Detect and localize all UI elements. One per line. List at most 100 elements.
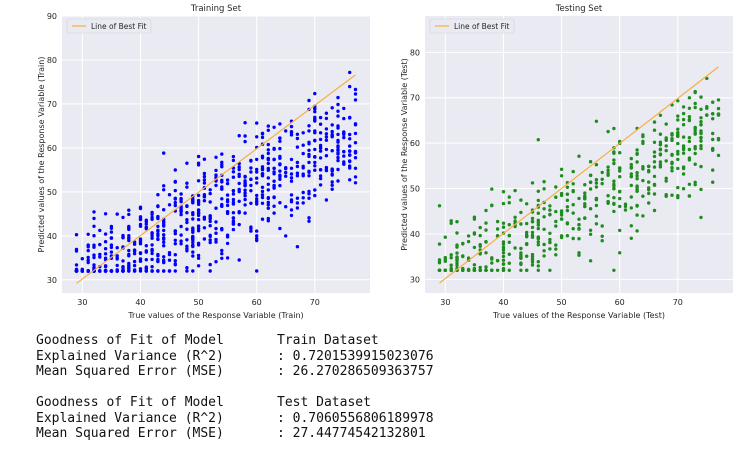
train-point (307, 174, 311, 178)
test-point (548, 268, 552, 272)
train-point (266, 176, 270, 180)
test-point (588, 187, 593, 191)
test-point (548, 237, 552, 242)
test-point (588, 160, 593, 164)
test-point (478, 252, 482, 256)
train-point (162, 184, 166, 188)
train-point (191, 217, 195, 221)
test-point (716, 113, 721, 117)
test-point (670, 193, 674, 197)
train-point (98, 252, 102, 257)
train-point (266, 156, 270, 161)
test-point (588, 259, 593, 263)
train-point (330, 106, 334, 110)
test-point (513, 246, 517, 250)
test-point (635, 177, 639, 181)
test-point (687, 136, 692, 140)
test-point (501, 245, 506, 250)
train-point (313, 160, 317, 165)
test-point (711, 168, 715, 172)
test-legend-box (429, 18, 515, 34)
train-point (144, 244, 148, 248)
train-point (173, 253, 177, 257)
train-point (162, 258, 166, 262)
train-point (243, 194, 247, 198)
train-best-fit-line (76, 74, 356, 284)
train-point (348, 164, 352, 168)
train-point (289, 179, 294, 183)
train-point (336, 95, 340, 100)
train-point (225, 210, 230, 214)
train-point (330, 167, 334, 171)
report-spacer (36, 380, 434, 396)
train-point (342, 106, 346, 111)
test-point (594, 222, 599, 226)
train-point (255, 197, 259, 201)
train-point (260, 132, 265, 136)
test-point (513, 215, 517, 219)
train-point (336, 132, 340, 137)
train-point (260, 193, 265, 197)
test-point (629, 224, 633, 228)
test-point (495, 227, 500, 231)
test-point (571, 182, 575, 186)
train-point (173, 262, 177, 266)
train-point (220, 152, 224, 156)
test-point (455, 251, 459, 255)
train-point (220, 204, 224, 208)
train-point (243, 179, 247, 183)
train-point (103, 232, 108, 236)
test-point (542, 215, 546, 219)
test-point (559, 217, 564, 221)
train-point (162, 233, 166, 237)
train-point (284, 129, 288, 133)
train-point (324, 198, 329, 202)
test-point (525, 202, 529, 206)
train-point (301, 190, 305, 195)
train-point (214, 168, 218, 173)
test-point (461, 266, 465, 271)
train-point (289, 208, 294, 212)
test-point (501, 262, 506, 266)
test-point (687, 139, 692, 144)
test-x-tick-label: 70 (673, 298, 683, 307)
train-point (324, 132, 329, 136)
train-point (266, 206, 270, 210)
test-point (629, 166, 633, 170)
train-point (318, 115, 323, 120)
train-point (353, 92, 358, 96)
test-r2-value: : 0.7060556806189978 (277, 410, 434, 426)
test-point (612, 196, 616, 200)
test-point (466, 268, 471, 272)
train-point (272, 166, 276, 170)
train-point (324, 135, 329, 139)
test-point (693, 101, 697, 106)
test-point (583, 202, 587, 206)
train-point (86, 258, 90, 262)
train-point (173, 259, 177, 263)
test-point (629, 236, 633, 240)
test-point (641, 167, 645, 171)
test-point (711, 100, 715, 104)
test-point (490, 268, 494, 272)
test-point (554, 243, 558, 247)
train-point (86, 269, 90, 273)
train-point (231, 175, 236, 179)
test-point (635, 148, 639, 152)
train-point (342, 135, 346, 140)
test-x-tick-label: 60 (615, 298, 625, 307)
train-point (162, 240, 166, 244)
test-point (670, 138, 674, 143)
train-point (336, 158, 340, 163)
train-point (307, 154, 311, 159)
train-point (150, 231, 154, 235)
test-point (484, 265, 488, 269)
train-point (202, 215, 207, 220)
test-point (536, 264, 540, 268)
test-y-tick-label: 80 (410, 48, 420, 57)
test-point (681, 135, 686, 139)
train-point (255, 229, 259, 233)
train-point (225, 241, 230, 246)
train-point (167, 258, 172, 262)
test-point (525, 221, 529, 226)
